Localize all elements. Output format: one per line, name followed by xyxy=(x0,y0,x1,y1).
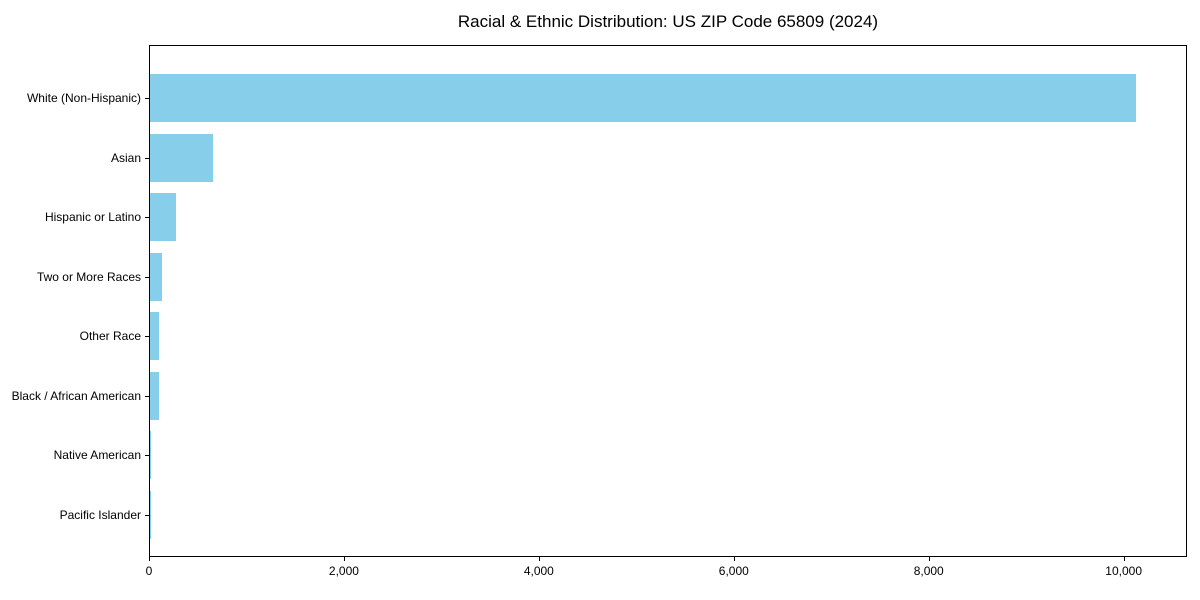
x-tick-label: 8,000 xyxy=(913,564,944,578)
y-axis-label: Two or More Races xyxy=(36,269,141,284)
bar xyxy=(150,252,162,301)
y-tick xyxy=(145,98,149,99)
y-tick xyxy=(145,336,149,338)
chart-title: Racial & Ethnic Distribution: US ZIP Cod… xyxy=(457,12,879,31)
y-tick xyxy=(145,455,149,457)
x-tick xyxy=(149,557,150,561)
x-tick xyxy=(733,557,735,561)
y-tick xyxy=(145,157,149,159)
bar xyxy=(150,193,177,242)
bar xyxy=(150,133,214,182)
y-axis-label: Black / African American xyxy=(11,388,141,403)
y-axis-label: Native American xyxy=(53,448,141,463)
x-tick xyxy=(1123,557,1125,561)
x-tick-label: 6,000 xyxy=(718,564,749,578)
bar xyxy=(150,312,160,361)
bar xyxy=(150,371,159,420)
plot-area xyxy=(149,45,1187,557)
y-axis-label: White (Non-Hispanic) xyxy=(26,91,141,105)
y-tick xyxy=(145,514,149,516)
y-axis-label: Hispanic or Latino xyxy=(44,210,141,225)
x-tick-label: 0 xyxy=(145,564,153,578)
x-tick xyxy=(928,557,930,561)
x-tick-label: 10,000 xyxy=(1105,564,1142,578)
y-tick xyxy=(145,217,149,219)
x-tick-label: 2,000 xyxy=(328,564,359,578)
y-axis-label: Asian xyxy=(110,150,141,165)
y-tick xyxy=(145,395,149,397)
x-tick xyxy=(538,557,540,561)
y-tick xyxy=(145,276,149,278)
y-axis-label: Other Race xyxy=(79,329,141,344)
y-axis-label: Pacific Islander xyxy=(59,507,141,522)
x-tick-label: 4,000 xyxy=(523,564,554,578)
x-tick xyxy=(343,557,345,561)
bar xyxy=(150,74,1137,122)
